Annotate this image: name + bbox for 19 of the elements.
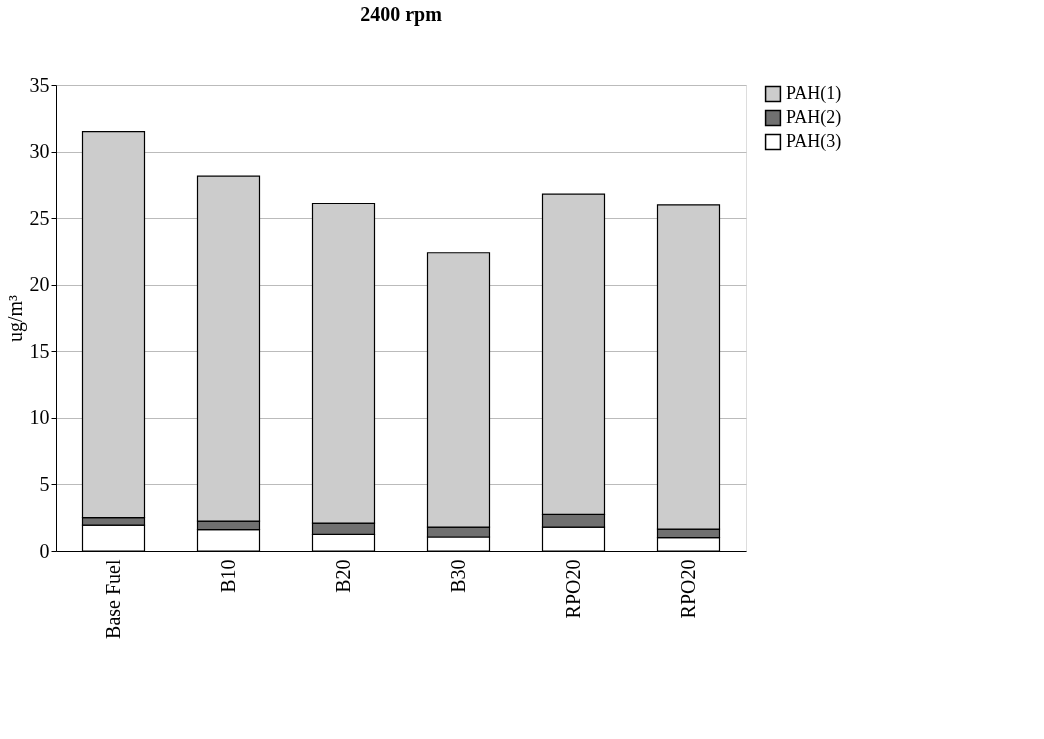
y-tick-label: 20 <box>29 273 50 296</box>
x-tick-label: RPO20 <box>676 559 699 619</box>
x-tick-label: B30 <box>446 559 469 593</box>
y-axis-title: ug/m³ <box>3 294 27 343</box>
y-tick-label: 5 <box>39 472 50 495</box>
y-tick-label: 30 <box>29 140 50 163</box>
legend-label: PAH(2) <box>786 107 842 128</box>
y-tick-label: 25 <box>29 206 50 229</box>
chart-title: 2400 rpm <box>360 3 443 26</box>
y-tick-label: 15 <box>29 339 50 362</box>
y-tick-label: 35 <box>29 73 50 96</box>
x-tick-label: B10 <box>216 559 239 593</box>
legend-label: PAH(3) <box>786 131 842 152</box>
x-tick-label: Base Fuel <box>101 559 124 639</box>
legend-label: PAH(1) <box>786 83 842 104</box>
y-tick-label: 0 <box>39 539 50 562</box>
x-tick-label: B20 <box>331 559 354 593</box>
x-tick-label: RPO20 <box>561 559 584 619</box>
y-tick-label: 10 <box>29 406 50 429</box>
